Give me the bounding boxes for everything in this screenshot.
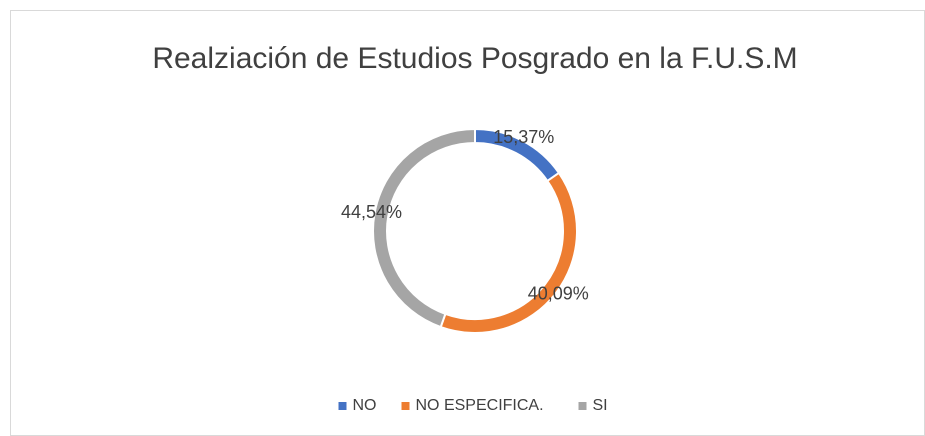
legend-label: NO <box>353 397 377 414</box>
legend-swatch <box>578 402 587 410</box>
legend-label: NO ESPECIFICA. <box>416 397 544 414</box>
donut-segment <box>372 127 476 329</box>
legend-label: SI <box>593 397 608 414</box>
chart-border <box>10 10 925 436</box>
data-label: 40,09% <box>528 284 589 304</box>
legend-swatch <box>401 402 410 410</box>
data-label: 44,54% <box>341 202 402 222</box>
data-label: 15,37% <box>493 127 554 147</box>
legend-swatch <box>338 402 347 410</box>
chart-title: Realziación de Estudios Posgrado en la F… <box>152 42 797 75</box>
